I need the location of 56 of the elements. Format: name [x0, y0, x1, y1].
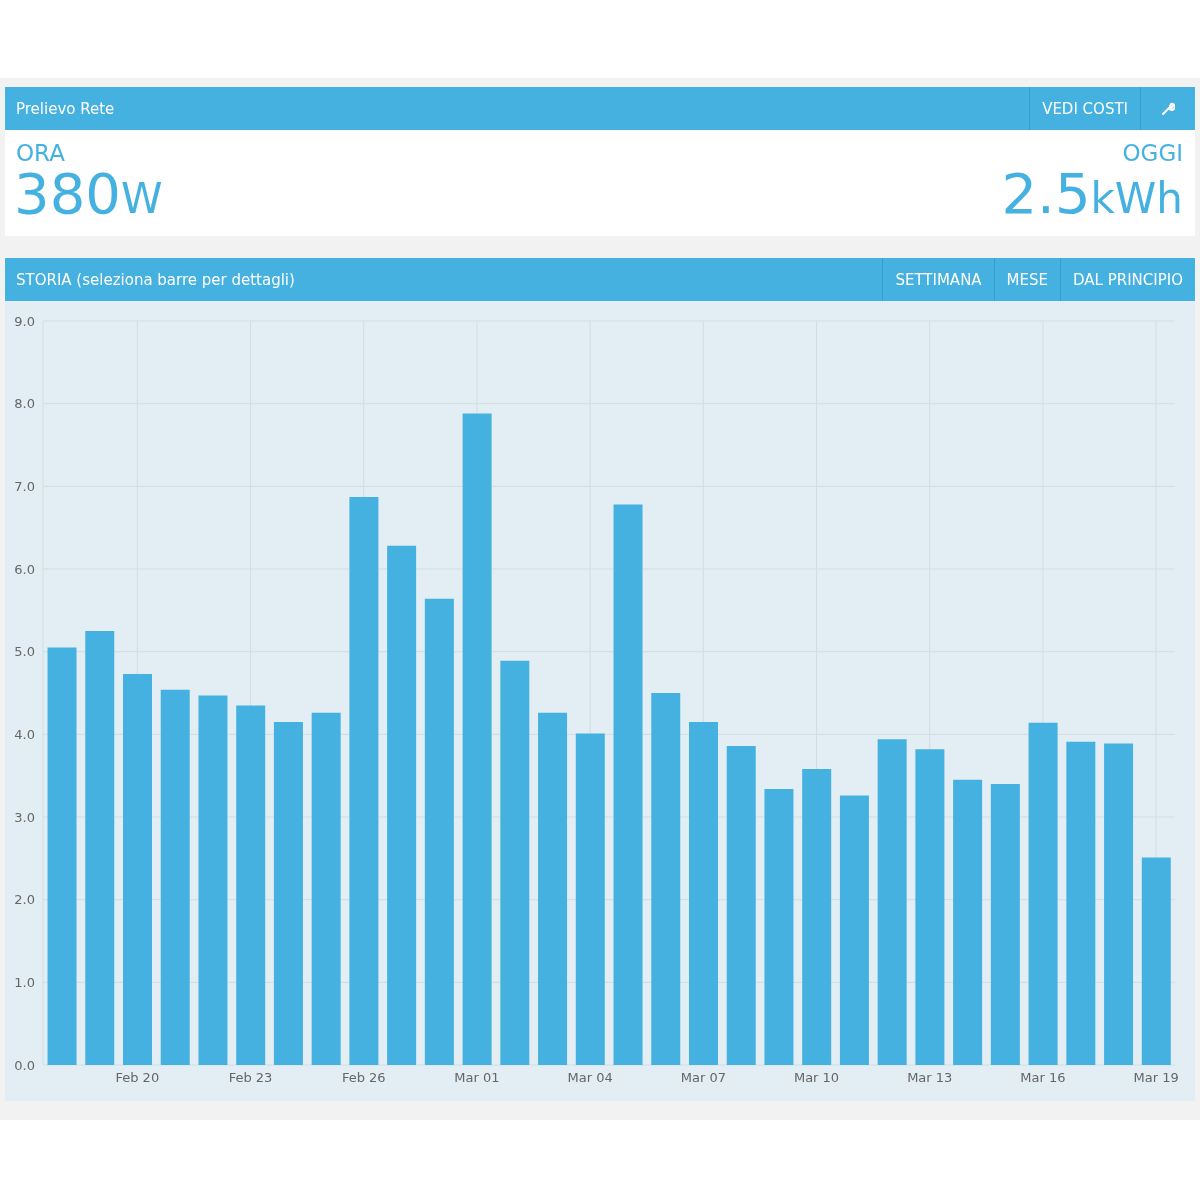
- bar: [990, 783, 1020, 1065]
- bar: [236, 705, 266, 1065]
- bar: [877, 739, 907, 1065]
- bar: [1066, 741, 1096, 1065]
- text: VEDI COSTI: [1029, 87, 1140, 130]
- x-tick-label: Feb 26: [341, 1070, 386, 1086]
- chart-subtitle: STORIA (seleziona barre per dettagli): [15, 270, 296, 289]
- bar: [575, 733, 605, 1065]
- chart-title: Prelievo Rete: [15, 99, 116, 118]
- x-tick-label: Mar 04: [567, 1070, 613, 1086]
- bar: [1141, 857, 1171, 1065]
- bar: [198, 695, 228, 1065]
- y-tick-label: 5.0: [14, 644, 35, 660]
- bar: [311, 712, 341, 1065]
- x-tick-label: Mar 07: [680, 1070, 726, 1086]
- bar: [500, 660, 530, 1065]
- bar: [47, 647, 77, 1065]
- bar: [462, 413, 492, 1065]
- bar: [424, 598, 454, 1065]
- text: MESE: [993, 258, 1061, 301]
- bar: [726, 745, 756, 1065]
- x-tick-label: Feb 23: [228, 1070, 273, 1086]
- bar: [953, 779, 983, 1065]
- y-tick-label: 4.0: [14, 726, 35, 742]
- bar: [688, 721, 718, 1065]
- bar: [122, 673, 152, 1065]
- bar: [613, 504, 643, 1065]
- y-tick-label: 7.0: [14, 478, 35, 494]
- x-tick-label: Mar 13: [907, 1070, 953, 1086]
- y-tick-label: 8.0: [14, 396, 35, 412]
- y-tick-label: 9.0: [14, 313, 35, 329]
- bar: [839, 795, 869, 1065]
- x-tick-label: Mar 19: [1133, 1070, 1179, 1086]
- x-tick-label: Mar 16: [1020, 1070, 1066, 1086]
- y-tick-label: 1.0: [14, 974, 35, 990]
- bar: [915, 749, 945, 1065]
- x-tick-label: Mar 10: [793, 1070, 840, 1086]
- y-tick-label: 2.0: [14, 892, 35, 908]
- bar: [802, 769, 832, 1065]
- bar: [651, 693, 681, 1065]
- bar: [1104, 743, 1134, 1065]
- bar: [764, 788, 794, 1065]
- bar: [349, 497, 379, 1065]
- x-tick-label: Mar 01: [454, 1070, 500, 1086]
- bar: [160, 689, 190, 1065]
- x-tick-label: Feb 20: [115, 1070, 160, 1086]
- bar: [273, 721, 303, 1065]
- bar: [387, 545, 417, 1065]
- y-tick-label: 3.0: [14, 809, 35, 825]
- bar: [538, 712, 568, 1065]
- text: SETTIMANA: [882, 258, 994, 301]
- y-tick-label: 0.0: [14, 1057, 35, 1073]
- bar: [85, 631, 115, 1065]
- y-tick-label: 6.0: [14, 561, 35, 577]
- text: DAL PRINCIPIO: [1060, 258, 1195, 301]
- bar: [1028, 722, 1058, 1065]
